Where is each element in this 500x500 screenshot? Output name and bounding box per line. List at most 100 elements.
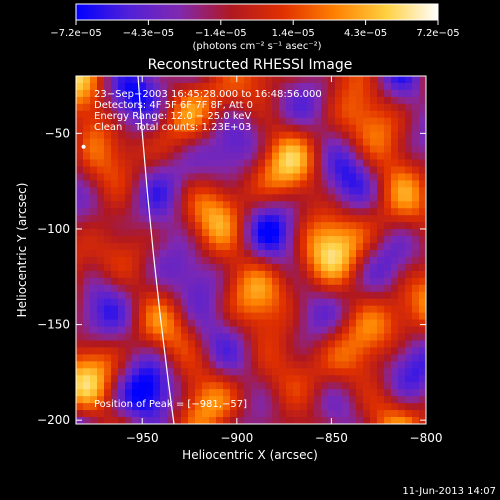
heatmap-cell xyxy=(125,194,133,202)
heatmap-cell xyxy=(286,208,294,216)
heatmap-cell xyxy=(251,291,259,300)
heatmap-cell xyxy=(237,152,245,161)
heatmap-cell xyxy=(405,368,413,376)
heatmap-cell xyxy=(202,124,210,133)
heatmap-cell xyxy=(244,333,252,342)
heatmap-cell xyxy=(195,89,203,98)
heatmap-cell xyxy=(160,110,168,119)
heatmap-cell xyxy=(118,270,126,279)
heatmap-cell xyxy=(370,263,378,272)
heatmap-cell xyxy=(293,173,301,181)
heatmap-cell xyxy=(272,131,280,140)
heatmap-cell xyxy=(279,305,287,314)
heatmap-cell xyxy=(244,347,252,355)
heatmap-cell xyxy=(97,250,105,258)
heatmap-cell xyxy=(328,236,336,244)
x-tick-label: −900 xyxy=(220,431,253,445)
heatmap-cell xyxy=(223,298,231,307)
heatmap-cell xyxy=(90,152,98,161)
heatmap-cell xyxy=(160,243,168,251)
heatmap-cell xyxy=(104,250,112,258)
heatmap-cell xyxy=(146,291,154,300)
heatmap-cell xyxy=(237,236,245,244)
heatmap-cell xyxy=(104,236,112,244)
heatmap-cell xyxy=(188,222,196,230)
heatmap-cell xyxy=(391,389,399,397)
heatmap-cell xyxy=(293,375,301,383)
heatmap-cell xyxy=(111,354,119,362)
heatmap-cell xyxy=(223,277,231,286)
heatmap-cell xyxy=(314,277,322,286)
heatmap-cell xyxy=(272,110,280,119)
heatmap-cell xyxy=(111,131,119,140)
heatmap-cell xyxy=(349,166,357,175)
heatmap-cell xyxy=(111,89,119,98)
heatmap-cell xyxy=(412,382,420,390)
heatmap-cell xyxy=(314,312,322,321)
heatmap-cell xyxy=(104,263,112,272)
heatmap-cell xyxy=(328,138,336,147)
heatmap-cell xyxy=(335,250,343,258)
heatmap-cell xyxy=(132,361,140,369)
heatmap-cell xyxy=(405,270,413,279)
heatmap-cell xyxy=(321,354,329,362)
heatmap-cell xyxy=(174,138,182,147)
heatmap-cell xyxy=(335,82,343,91)
heatmap-cell xyxy=(125,396,133,404)
heatmap-cell xyxy=(286,319,294,328)
heatmap-cell xyxy=(321,375,329,383)
heatmap-cell xyxy=(412,403,420,411)
heatmap-cell xyxy=(286,410,294,418)
heatmap-cell xyxy=(132,82,140,91)
heatmap-cell xyxy=(132,236,140,244)
heatmap-cell xyxy=(139,277,147,286)
heatmap-cell xyxy=(223,103,231,112)
heatmap-cell xyxy=(83,166,91,175)
heatmap-cell xyxy=(349,403,357,411)
heatmap-cell xyxy=(174,354,182,362)
heatmap-cell xyxy=(370,110,378,119)
heatmap-cell xyxy=(216,403,224,411)
heatmap-cell xyxy=(335,305,343,314)
heatmap-cell xyxy=(104,110,112,119)
heatmap-cell xyxy=(230,417,238,424)
heatmap-cell xyxy=(146,389,154,397)
heatmap-cell xyxy=(251,96,259,105)
heatmap-cell xyxy=(335,410,343,418)
heatmap-cell xyxy=(153,361,161,369)
heatmap-cell xyxy=(195,124,203,133)
heatmap-cell xyxy=(174,326,182,335)
heatmap-cell xyxy=(125,76,133,84)
heatmap-cell xyxy=(90,215,98,223)
heatmap-cell xyxy=(202,187,210,195)
heatmap-cell xyxy=(216,152,224,161)
heatmap-cell xyxy=(153,333,161,342)
heatmap-cell xyxy=(132,305,140,314)
heatmap-cell xyxy=(160,382,168,390)
heatmap-cell xyxy=(300,263,308,272)
heatmap-cell xyxy=(223,166,231,175)
heatmap-cell xyxy=(321,89,329,98)
heatmap-cell xyxy=(244,382,252,390)
heatmap-cell xyxy=(384,166,392,175)
heatmap-cell xyxy=(209,110,217,119)
heatmap-cell xyxy=(237,243,245,251)
heatmap-cell xyxy=(209,131,217,140)
heatmap-cell xyxy=(111,291,119,300)
heatmap-cell xyxy=(223,117,231,126)
heatmap-cell xyxy=(174,284,182,293)
heatmap-cell xyxy=(174,382,182,390)
heatmap-cell xyxy=(286,236,294,244)
heatmap-cell xyxy=(153,89,161,98)
heatmap-cell xyxy=(153,410,161,418)
heatmap-cell xyxy=(412,410,420,418)
heatmap-cell xyxy=(188,298,196,307)
heatmap-cell xyxy=(125,298,133,307)
heatmap-cell xyxy=(412,208,420,216)
heatmap-cell xyxy=(279,89,287,98)
heatmap-cell xyxy=(188,76,196,84)
heatmap-cell xyxy=(160,396,168,404)
heatmap-cell xyxy=(272,333,280,342)
heatmap-cell xyxy=(293,277,301,286)
heatmap-cell xyxy=(307,110,315,119)
